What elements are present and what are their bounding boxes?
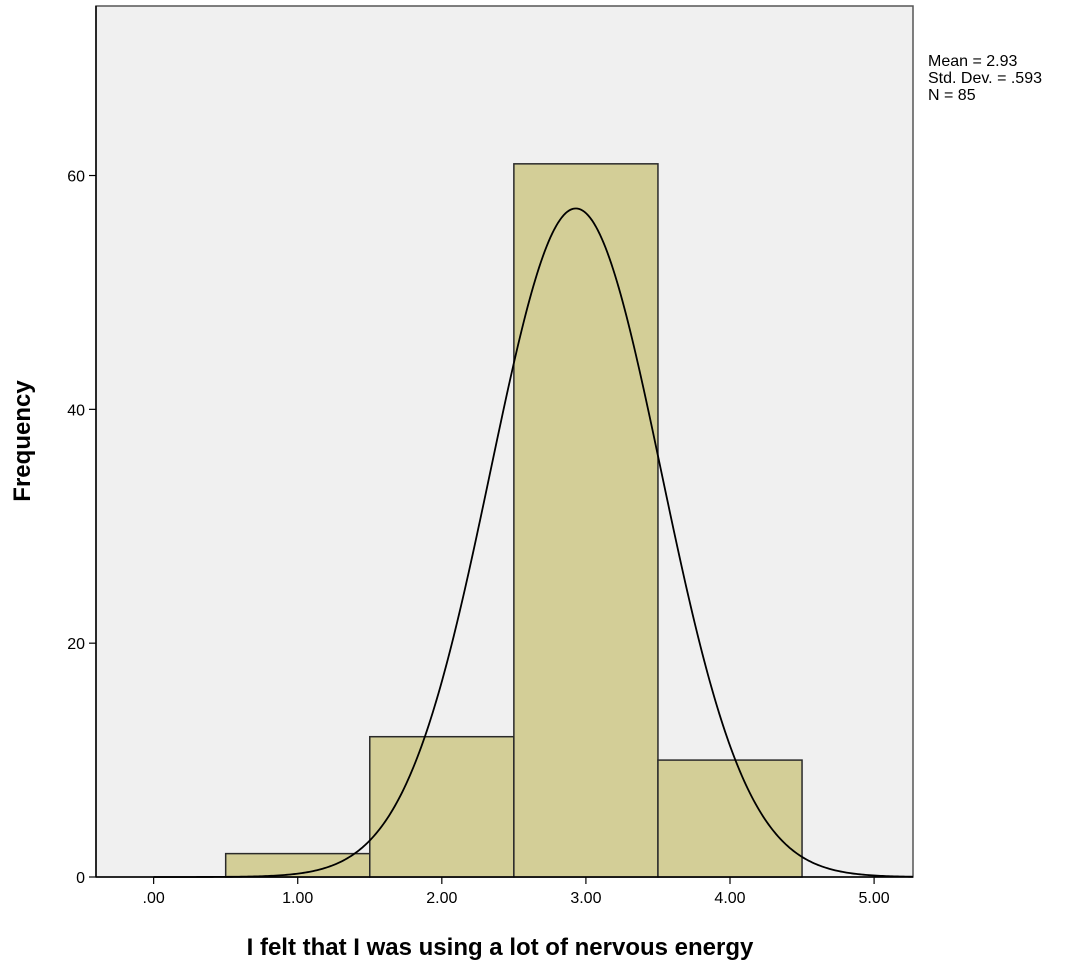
x-axis-ticks: .00 1.00 2.00 3.00 4.00 5.00 bbox=[143, 877, 890, 907]
histogram-bars bbox=[224, 163, 803, 878]
x-tick-label: 3.00 bbox=[570, 890, 601, 907]
stats-mean: Mean = 2.93 bbox=[928, 53, 1018, 70]
stats-n: N = 85 bbox=[928, 87, 976, 104]
y-tick-label: 60 bbox=[67, 169, 85, 186]
histogram-bar-2 bbox=[369, 735, 515, 878]
x-axis-title: I felt that I was using a lot of nervous… bbox=[247, 934, 754, 961]
normal-curve bbox=[153, 207, 914, 878]
x-tick-label: .00 bbox=[143, 890, 165, 907]
x-tick-label: 1.00 bbox=[282, 890, 313, 907]
y-tick-label: 40 bbox=[67, 402, 85, 419]
summary-stats: Mean = 2.93 Std. Dev. = .593 N = 85 bbox=[928, 53, 1042, 104]
x-tick-label: 5.00 bbox=[859, 890, 890, 907]
plot-area bbox=[95, 5, 914, 878]
y-tick-label: 0 bbox=[76, 870, 85, 887]
y-axis-ticks: 0 20 40 60 bbox=[67, 169, 96, 887]
y-axis-title: Frequency bbox=[9, 380, 36, 502]
stats-std-dev: Std. Dev. = .593 bbox=[928, 70, 1042, 87]
x-tick-label: 2.00 bbox=[426, 890, 457, 907]
x-tick-label: 4.00 bbox=[714, 890, 745, 907]
histogram-bar-4 bbox=[657, 759, 803, 878]
y-tick-label: 20 bbox=[67, 636, 85, 653]
histogram-bar-3 bbox=[513, 163, 659, 878]
